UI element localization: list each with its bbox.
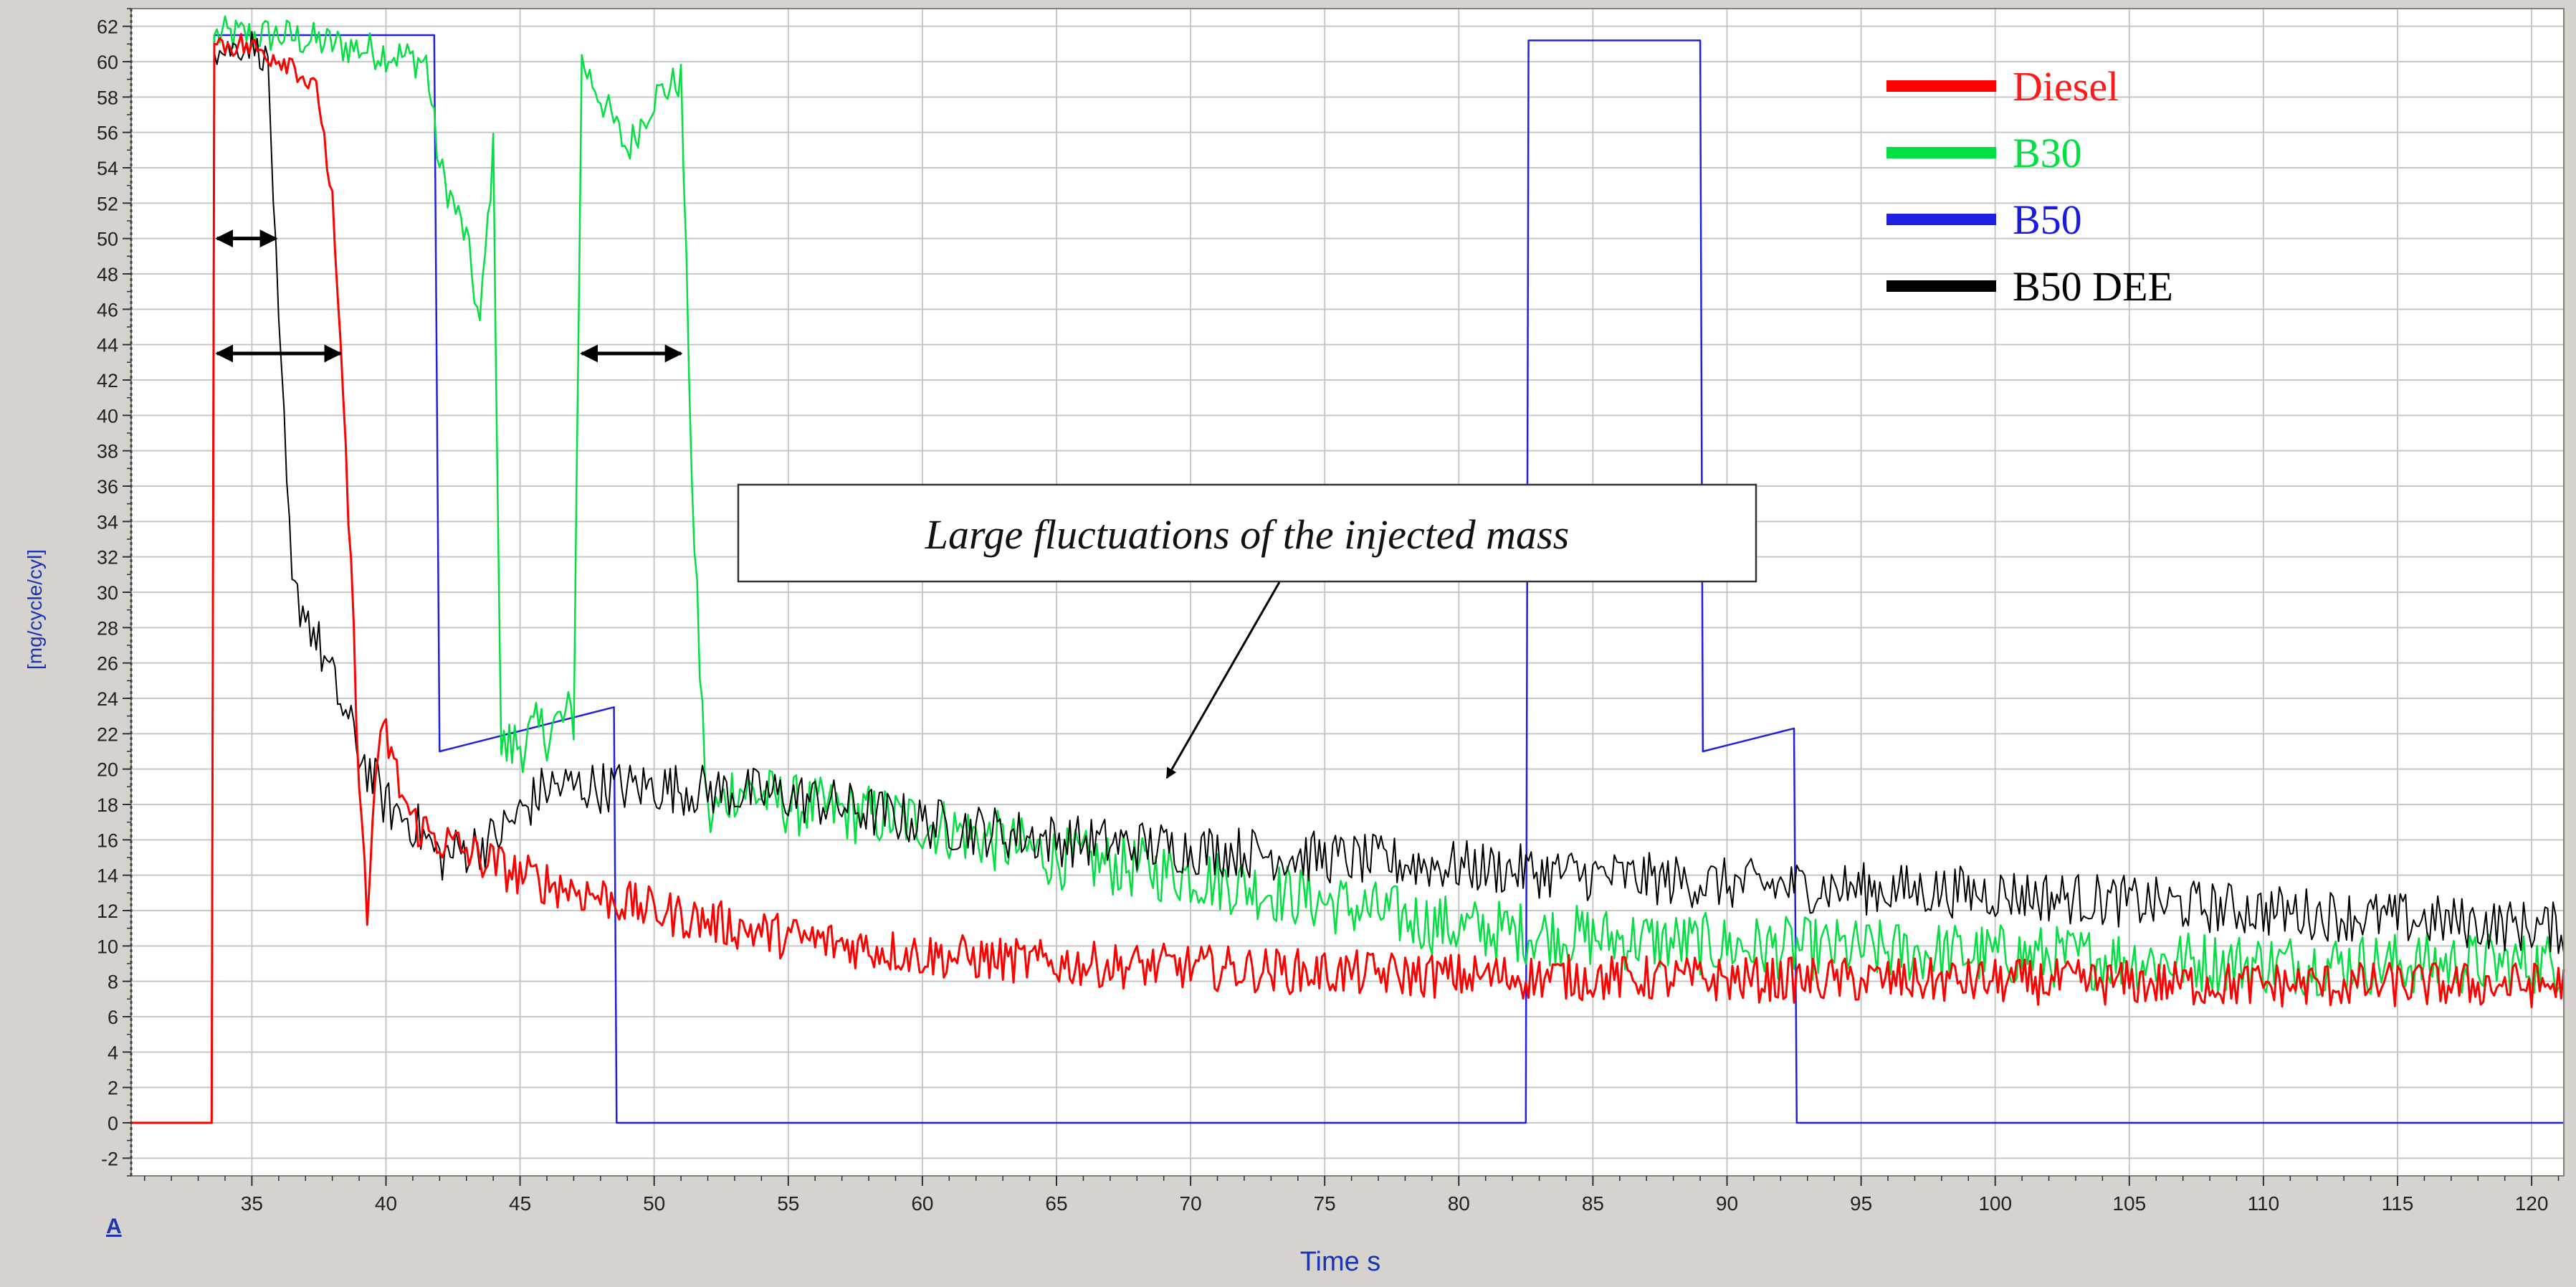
y-axis: -202468101214161820222426283032343638404… (97, 8, 133, 1177)
y-tick-label: 52 (97, 193, 118, 214)
y-tick-label: 54 (97, 158, 118, 179)
x-tick-label: 80 (1448, 1192, 1470, 1215)
x-tick-label: 115 (2382, 1192, 2414, 1215)
x-tick-label: 45 (509, 1192, 531, 1215)
x-tick-label: 75 (1314, 1192, 1336, 1215)
y-tick-label: -2 (101, 1148, 118, 1169)
x-tick-label: 55 (777, 1192, 799, 1215)
legend: Diesel B30 B50 B50 DEE (1886, 63, 2173, 310)
y-tick-label: 34 (97, 511, 118, 533)
y-tick-label: 56 (97, 123, 118, 144)
y-tick-label: 20 (97, 759, 118, 781)
series-line-diesel (131, 33, 2565, 1124)
x-tick-label: 35 (241, 1192, 263, 1215)
y-tick-label: 36 (97, 476, 118, 498)
series-line-b50-dee (131, 31, 2565, 1124)
y-tick-label: 40 (97, 405, 118, 427)
y-tick-label: 16 (97, 830, 118, 851)
x-tick-label: 65 (1045, 1192, 1067, 1215)
series-layer (131, 15, 2565, 1124)
x-tick-label: 105 (2112, 1192, 2146, 1215)
y-tick-label: 8 (108, 972, 118, 993)
legend-entry: B30 (2013, 130, 2082, 176)
x-tick-label: 110 (2248, 1192, 2280, 1215)
x-axis-label: Time s (1300, 1247, 1381, 1277)
y-tick-label: 14 (97, 865, 118, 887)
y-tick-label: 6 (108, 1007, 118, 1028)
legend-entry: Diesel (2013, 63, 2119, 110)
x-tick-label: 50 (643, 1192, 665, 1215)
y-tick-label: 38 (97, 441, 118, 462)
annotation-box (737, 483, 1757, 583)
x-tick-label: 120 (2515, 1192, 2549, 1215)
y-tick-label: 0 (108, 1113, 118, 1134)
x-tick-label: 90 (1716, 1192, 1738, 1215)
y-tick-label: 18 (97, 794, 118, 816)
y-tick-label: 32 (97, 547, 118, 569)
y-tick-label: 44 (97, 335, 118, 356)
legend-entry: B50 (2013, 196, 2082, 243)
x-tick-label: 40 (375, 1192, 397, 1215)
y-tick-label: 26 (97, 653, 118, 675)
y-tick-label: 2 (108, 1078, 118, 1099)
y-tick-label: 4 (108, 1042, 118, 1063)
y-tick-label: 50 (97, 229, 118, 250)
x-axis: 35 40 45 50 55 60 65 70 75 80 85 90 95 100 105 110 115 12… (143, 1176, 2560, 1215)
y-tick-label: 10 (97, 936, 118, 957)
x-tick-label: 95 (1850, 1192, 1872, 1215)
y-tick-label: 58 (97, 87, 118, 108)
y-tick-label: 24 (97, 688, 118, 710)
y-tick-label: 28 (97, 617, 118, 639)
x-tick-label: 85 (1582, 1192, 1604, 1215)
y-axis-label: [mg/cycle/cyl] (24, 549, 46, 670)
annotation-layer: Large fluctuations of the injected mass (215, 229, 1757, 779)
y-tick-label: 46 (97, 299, 118, 320)
y-tick-label: 60 (97, 52, 118, 73)
x-tick-label: 70 (1180, 1192, 1202, 1215)
y-tick-label: 12 (97, 901, 118, 922)
y-tick-label: 62 (97, 16, 118, 38)
y-tick-label: 22 (97, 723, 118, 745)
annotation-text: Large fluctuations of the injected mass (925, 511, 1569, 558)
x-tick-label: 100 (1978, 1192, 2012, 1215)
y-tick-label: 42 (97, 370, 118, 391)
legend-entry: B50 DEE (2013, 263, 2173, 310)
y-tick-label: 48 (97, 264, 118, 285)
y-tick-label: 30 (97, 582, 118, 604)
x-tick-label: 60 (911, 1192, 933, 1215)
annotation-arrow (1165, 581, 1281, 779)
corner-mark[interactable]: A (106, 1215, 122, 1238)
